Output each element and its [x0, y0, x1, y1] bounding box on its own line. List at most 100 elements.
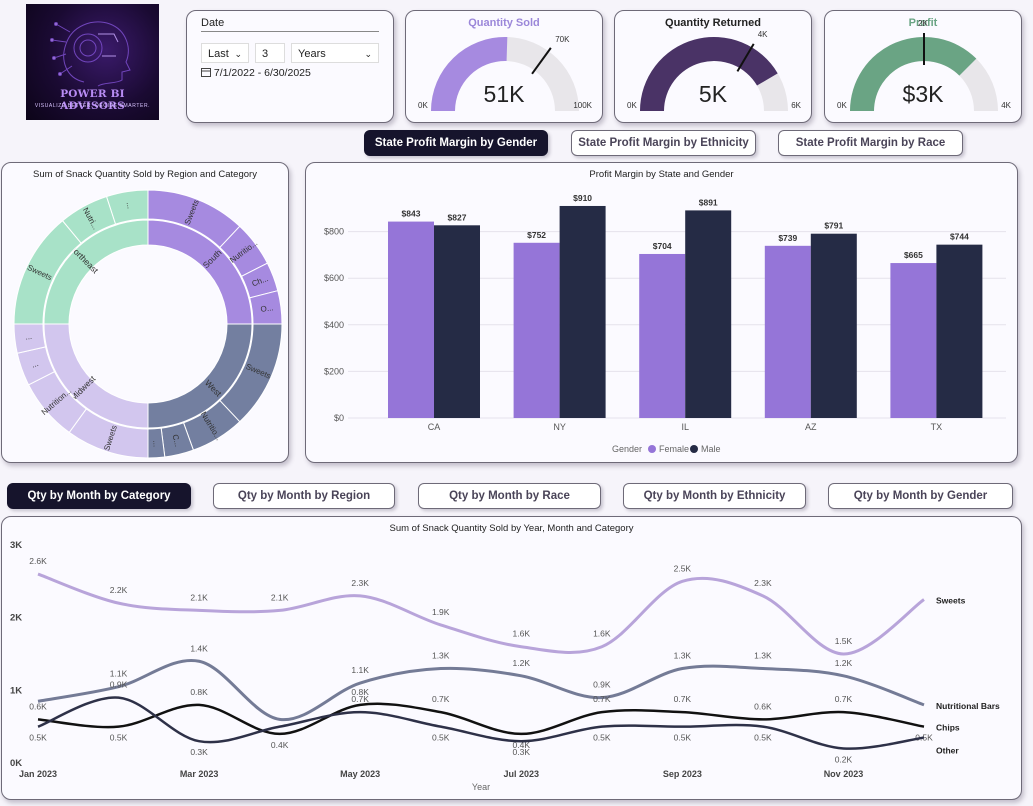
bar-male[interactable] [936, 244, 983, 418]
bar-chart-card: Profit Margin by State and Gender $0 $200… [305, 162, 1018, 463]
y-tick-label: 0K [10, 758, 22, 769]
qty-month-race-button[interactable]: Qty by Month by Race [418, 483, 601, 509]
y-tick-label: $600 [324, 273, 344, 283]
sunburst-card: Sum of Snack Quantity Sold by Region and… [1, 162, 289, 463]
sunburst-category-label: O... [260, 303, 274, 314]
x-tick-label: Sep 2023 [663, 769, 702, 779]
gauge-fill [431, 37, 508, 111]
state-profit-race-button[interactable]: State Profit Margin by Race [778, 130, 963, 156]
x-tick-label: CA [428, 422, 441, 432]
legend-marker [690, 445, 698, 453]
qty-month-region-button[interactable]: Qty by Month by Region [213, 483, 395, 509]
bar-data-label: $739 [778, 233, 797, 243]
sunburst-category-label: ... [30, 359, 39, 370]
point-data-label: 0.8K [351, 687, 369, 697]
series-line[interactable] [37, 702, 925, 736]
quantity-line-chart: 0K 1K 2K 3K Jan 2023 Mar 2023 May 2023 Jul 2023… [10, 540, 1000, 792]
point-data-label: 0.5K [29, 733, 47, 743]
qty-month-category-button[interactable]: Qty by Month by Category [7, 483, 191, 509]
point-data-label: 0.4K [513, 740, 531, 750]
point-data-label: 2.3K [754, 578, 772, 588]
company-logo: POWER BI ADVISORS VISUALIZE BETTER. DECI… [26, 4, 159, 120]
bar-female[interactable] [890, 263, 937, 418]
series-line[interactable] [37, 572, 925, 656]
sunburst-title: Sum of Snack Quantity Sold by Region and… [33, 169, 257, 180]
series-end-label: Sweets [936, 596, 966, 606]
y-tick-label: 3K [10, 540, 22, 551]
point-data-label: 2.5K [674, 563, 692, 573]
qty-month-ethnicity-button[interactable]: Qty by Month by Ethnicity [623, 483, 806, 509]
x-tick-label: TX [931, 422, 943, 432]
kpi-value: 51K [483, 81, 525, 107]
bar-female[interactable] [388, 221, 434, 418]
bar-female[interactable] [513, 242, 560, 418]
series-line[interactable] [37, 658, 925, 721]
x-tick-label: Nov 2023 [824, 769, 864, 779]
chevron-down-icon: ⌄ [234, 49, 242, 59]
period-dropdown[interactable]: Last ⌄ [201, 43, 249, 63]
state-profit-gender-button[interactable]: State Profit Margin by Gender [364, 130, 548, 156]
point-data-label: 1.6K [513, 629, 531, 639]
kpi-title: Quantity Returned [665, 17, 761, 29]
point-data-label: 0.6K [754, 701, 772, 711]
series-end-label: Other [936, 746, 959, 756]
x-axis-title: Year [472, 782, 490, 792]
sunburst-category-label: ... [25, 332, 33, 342]
date-range-text: 7/1/2022 - 6/30/2025 [213, 67, 311, 79]
gauge-max-label: 100K [573, 101, 592, 110]
point-data-label: 1.2K [835, 658, 853, 668]
point-data-label: 0.5K [593, 733, 611, 743]
bar-female[interactable] [764, 245, 811, 418]
gauge-max-label: 4K [1001, 101, 1011, 110]
bar-data-label: $704 [653, 241, 672, 251]
series-line[interactable] [37, 696, 925, 750]
gauge-target-label: 2K [918, 19, 928, 28]
period-value: Last [208, 48, 229, 60]
line-chart-card: Sum of Snack Quantity Sold by Year, Mont… [1, 516, 1022, 800]
point-data-label: 1.5K [835, 636, 853, 646]
bar-male[interactable] [559, 205, 606, 418]
kpi-card: Quantity Sold 51K 0K 100K 70K [405, 10, 603, 123]
y-tick-label: $200 [324, 366, 344, 376]
kpi-value: 5K [698, 81, 728, 107]
x-tick-label: Mar 2023 [180, 769, 219, 779]
sunburst-region-segment[interactable] [43, 219, 149, 325]
state-profit-ethnicity-button[interactable]: State Profit Margin by Ethnicity [571, 130, 756, 156]
sunburst-category-segment[interactable] [105, 189, 149, 225]
chevron-down-icon: ⌄ [364, 49, 372, 59]
bar-male[interactable] [685, 210, 732, 418]
x-tick-label: Jan 2023 [19, 769, 57, 779]
profit-margin-bar-chart: $0 $200 $400 $600 $800 $843 $827 CA $752 $910 NY $7… [324, 193, 1006, 454]
bar-data-label: $827 [448, 212, 467, 222]
point-data-label: 0.5K [674, 733, 692, 743]
kpi-value: $3K [902, 81, 944, 107]
date-range[interactable]: 7/1/2022 - 6/30/2025 [201, 67, 311, 79]
bar-female[interactable] [639, 253, 686, 418]
period-unit-dropdown[interactable]: Years ⌄ [291, 43, 379, 63]
sunburst-chart: SouthWestMidwestNortheastSweetsNutritio.… [13, 189, 283, 459]
date-slicer-title: Date [201, 17, 379, 32]
point-data-label: 0.5K [110, 733, 128, 743]
legend-title: Gender [612, 444, 642, 454]
bar-chart-title: Profit Margin by State and Gender [589, 169, 734, 180]
period-count-value: 3 [262, 48, 269, 60]
period-count-input[interactable]: 3 [255, 43, 285, 63]
x-tick-label: May 2023 [340, 769, 380, 779]
ai-head-logo-graphic [50, 21, 131, 87]
bar-male[interactable] [810, 233, 857, 418]
gauge-max-label: 6K [791, 101, 801, 110]
x-tick-label: NY [553, 422, 566, 432]
y-tick-label: 1K [10, 685, 22, 696]
bar-male[interactable] [434, 225, 480, 418]
gauge [431, 37, 579, 111]
y-tick-label: $400 [324, 320, 344, 330]
point-data-label: 0.5K [915, 733, 933, 743]
legend-label[interactable]: Male [701, 444, 721, 454]
qty-month-gender-button[interactable]: Qty by Month by Gender [828, 483, 1013, 509]
x-tick-label: IL [681, 422, 689, 432]
point-data-label: 0.7K [351, 694, 369, 704]
y-tick-label: $800 [324, 227, 344, 237]
gauge-min-label: 0K [418, 101, 428, 110]
legend-label[interactable]: Female [659, 444, 689, 454]
point-data-label: 1.4K [190, 643, 208, 653]
